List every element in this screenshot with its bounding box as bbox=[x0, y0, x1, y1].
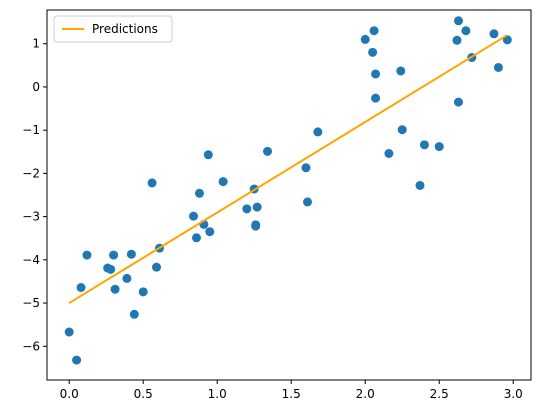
data-point-0 bbox=[64, 327, 74, 337]
data-point-16 bbox=[191, 233, 201, 243]
data-point-33 bbox=[369, 26, 379, 36]
data-point-30 bbox=[313, 127, 323, 137]
data-point-48 bbox=[493, 62, 503, 72]
x-tick-label: 3.0 bbox=[504, 387, 523, 401]
data-point-10 bbox=[129, 309, 139, 319]
y-tick-label: 0 bbox=[32, 80, 40, 94]
data-point-35 bbox=[371, 93, 381, 103]
prediction-line bbox=[68, 34, 508, 304]
y-tick-label: −5 bbox=[22, 296, 40, 310]
data-point-29 bbox=[303, 197, 313, 207]
x-tick-label: 2.5 bbox=[430, 387, 449, 401]
x-tick-label: 1.0 bbox=[208, 387, 227, 401]
data-point-43 bbox=[453, 16, 463, 26]
axes-frame bbox=[46, 9, 532, 381]
data-point-38 bbox=[397, 125, 407, 135]
data-point-37 bbox=[396, 66, 406, 76]
data-point-44 bbox=[453, 97, 463, 107]
data-point-47 bbox=[489, 29, 499, 39]
data-point-17 bbox=[194, 188, 204, 198]
data-point-42 bbox=[452, 35, 462, 45]
y-tick-label: −4 bbox=[22, 253, 40, 267]
data-point-2 bbox=[76, 283, 86, 292]
legend-label-predictions: Predictions bbox=[92, 22, 158, 36]
data-point-27 bbox=[263, 146, 273, 156]
data-point-8 bbox=[122, 273, 132, 283]
data-point-45 bbox=[461, 26, 471, 36]
y-tick-label: −3 bbox=[22, 210, 40, 224]
x-axis-ticks: 0.0 0.5 1.0 1.5 2.0 2.5 3.0 bbox=[60, 380, 523, 401]
data-point-15 bbox=[189, 211, 199, 221]
data-point-21 bbox=[218, 177, 228, 187]
data-point-13 bbox=[152, 262, 162, 272]
data-point-6 bbox=[109, 250, 119, 260]
data-point-39 bbox=[415, 180, 425, 190]
x-tick-label: 0.5 bbox=[134, 387, 153, 401]
data-point-1 bbox=[72, 355, 82, 365]
data-point-41 bbox=[434, 142, 444, 152]
data-point-26 bbox=[252, 202, 262, 212]
data-point-25 bbox=[251, 220, 261, 230]
data-point-9 bbox=[126, 249, 136, 259]
data-point-22 bbox=[242, 204, 252, 214]
y-tick-label: −6 bbox=[22, 339, 40, 353]
y-axis-ticks: 1 0 −1 −2 −3 −4 −5 −6 bbox=[22, 37, 47, 353]
data-point-40 bbox=[419, 140, 429, 150]
data-point-11 bbox=[138, 287, 148, 297]
data-point-12 bbox=[147, 178, 157, 188]
y-tick-label: −2 bbox=[22, 166, 40, 180]
data-point-28 bbox=[301, 163, 311, 173]
data-point-20 bbox=[205, 227, 215, 237]
x-tick-label: 0.0 bbox=[60, 387, 79, 401]
legend: Predictions bbox=[53, 15, 173, 43]
y-tick-label: −1 bbox=[22, 123, 40, 137]
data-point-3 bbox=[82, 250, 92, 260]
data-point-19 bbox=[203, 150, 213, 160]
scatter-points bbox=[64, 16, 512, 365]
data-point-32 bbox=[368, 47, 378, 57]
data-point-5 bbox=[106, 264, 116, 274]
y-tick-label: 1 bbox=[32, 37, 40, 51]
data-point-7 bbox=[110, 284, 120, 294]
legend-box bbox=[53, 15, 173, 43]
data-point-36 bbox=[384, 149, 394, 159]
data-point-31 bbox=[360, 34, 370, 44]
x-tick-label: 1.5 bbox=[282, 387, 301, 401]
prediction-line-layer bbox=[68, 34, 508, 304]
data-point-34 bbox=[371, 69, 381, 79]
x-tick-label: 2.0 bbox=[356, 387, 375, 401]
